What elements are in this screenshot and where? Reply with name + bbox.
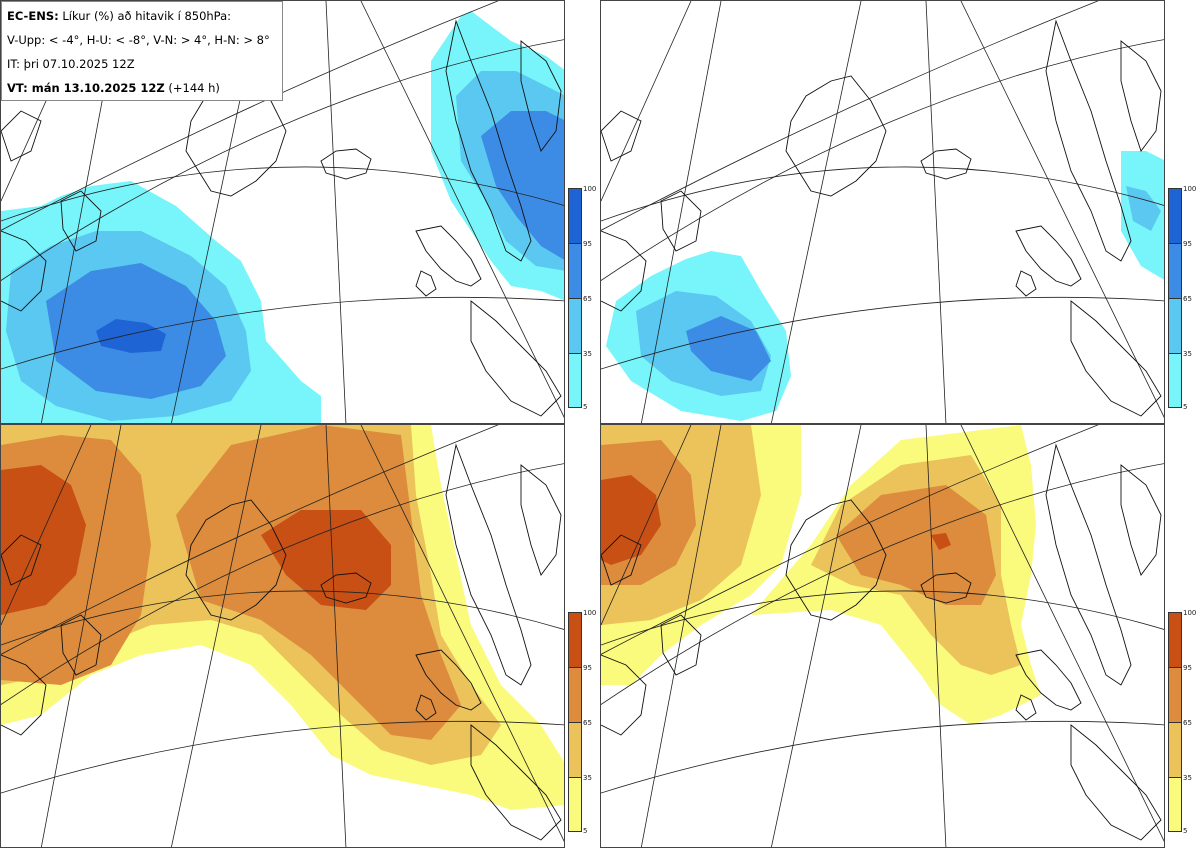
colorbar-tick: 5: [583, 827, 588, 835]
colorbar-segment: [1168, 188, 1182, 244]
colorbar-segment: [568, 353, 582, 408]
colorbar-tick: 5: [583, 403, 588, 411]
map-panel-warm-strong: [600, 424, 1165, 848]
colorbar-segment: [1168, 777, 1182, 832]
colorbar-segment: [568, 722, 582, 778]
map-canvas: [601, 1, 1164, 423]
colorbar-tick: 100: [1183, 609, 1197, 617]
info-line-4: VT: mán 13.10.2025 12Z (+144 h): [7, 81, 220, 95]
info-box: EC-ENS: Líkur (%) að hitavik í 850hPa: V…: [1, 1, 283, 101]
colorbar-tick: 100: [1183, 185, 1197, 193]
colorbar-segment: [568, 298, 582, 354]
map-panel-cold-moderate: EC-ENS: Líkur (%) að hitavik í 850hPa: V…: [0, 0, 565, 424]
map-canvas: [1, 1, 564, 423]
colorbar-tick: 35: [1183, 350, 1192, 358]
coastlines: [601, 443, 1162, 841]
graticule-lines: [1, 425, 564, 847]
colorbar-tick: 95: [1183, 664, 1192, 672]
colorbar-segment: [568, 188, 582, 244]
colorbar-segment: [568, 612, 582, 668]
colorbar-segment: [1168, 243, 1182, 299]
colorbar-tick: 100: [583, 185, 597, 193]
map-panel-warm-moderate: [0, 424, 565, 848]
colorbar-segment: [568, 667, 582, 723]
graticule-lines: [1, 1, 564, 423]
probability-field: [601, 425, 1041, 725]
colorbar-segment: [1168, 298, 1182, 354]
map-panel-cold-strong: [600, 0, 1165, 424]
graticule-lines: [601, 1, 1164, 423]
colorbar-tick: 95: [583, 240, 592, 248]
probability-field: [1, 11, 564, 423]
colorbar-tick: 5: [1183, 827, 1188, 835]
colorbar-tick: 65: [583, 719, 592, 727]
colorbar-tick: 35: [1183, 774, 1192, 782]
colorbar-cold-left: 100 95 65 35 5: [568, 185, 600, 412]
colorbar-tick: 95: [583, 664, 592, 672]
info-line-1: EC-ENS: Líkur (%) að hitavik í 850hPa:: [7, 9, 232, 23]
colorbar-segment: [1168, 722, 1182, 778]
colorbar-segment: [1168, 612, 1182, 668]
coastlines: [1, 443, 562, 841]
coastlines: [1, 19, 562, 417]
probability-field: [606, 151, 1164, 421]
coastlines: [601, 19, 1162, 417]
colorbar-cold-right: 100 95 65 35 5: [1168, 185, 1200, 412]
map-canvas: [1, 425, 564, 847]
colorbar-warm-right: 100 95 65 35 5: [1168, 609, 1200, 836]
colorbar-tick: 95: [1183, 240, 1192, 248]
info-line-3: IT: þri 07.10.2025 12Z: [7, 57, 135, 71]
colorbar-tick: 65: [583, 295, 592, 303]
graticule-lines: [601, 425, 1164, 847]
colorbar-segment: [568, 777, 582, 832]
colorbar-segment: [1168, 667, 1182, 723]
probability-field: [1, 425, 564, 810]
colorbar-segment: [568, 243, 582, 299]
colorbar-tick: 5: [1183, 403, 1188, 411]
colorbar-tick: 65: [1183, 719, 1192, 727]
colorbar-tick: 35: [583, 774, 592, 782]
colorbar-tick: 35: [583, 350, 592, 358]
colorbar-segment: [1168, 353, 1182, 408]
colorbar-warm-left: 100 95 65 35 5: [568, 609, 600, 836]
colorbar-tick: 65: [1183, 295, 1192, 303]
map-canvas: [601, 425, 1164, 847]
colorbar-tick: 100: [583, 609, 597, 617]
info-line-2: V-Upp: < -4°, H-U: < -8°, V-N: > 4°, H-N…: [7, 33, 270, 47]
